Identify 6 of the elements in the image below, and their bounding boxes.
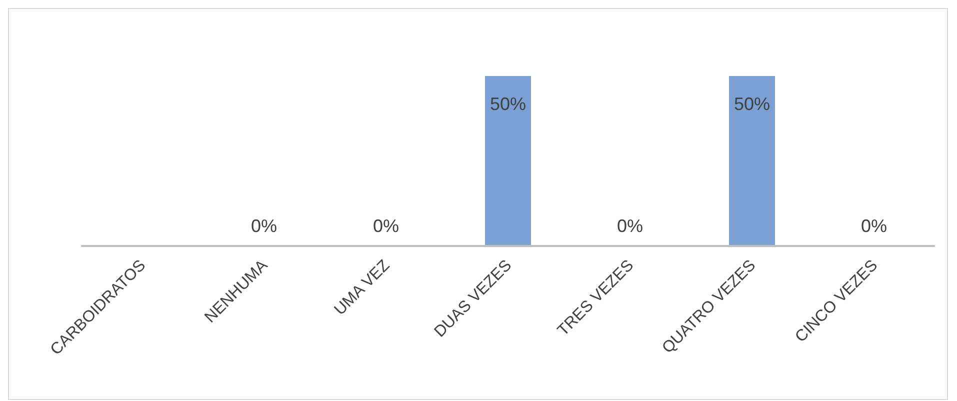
data-label: 0%: [616, 216, 644, 236]
data-label: 0%: [372, 216, 400, 236]
data-label: 0%: [860, 216, 888, 236]
data-label: 50%: [490, 94, 526, 114]
data-label: 0%: [250, 216, 278, 236]
data-label: 50%: [734, 94, 770, 114]
